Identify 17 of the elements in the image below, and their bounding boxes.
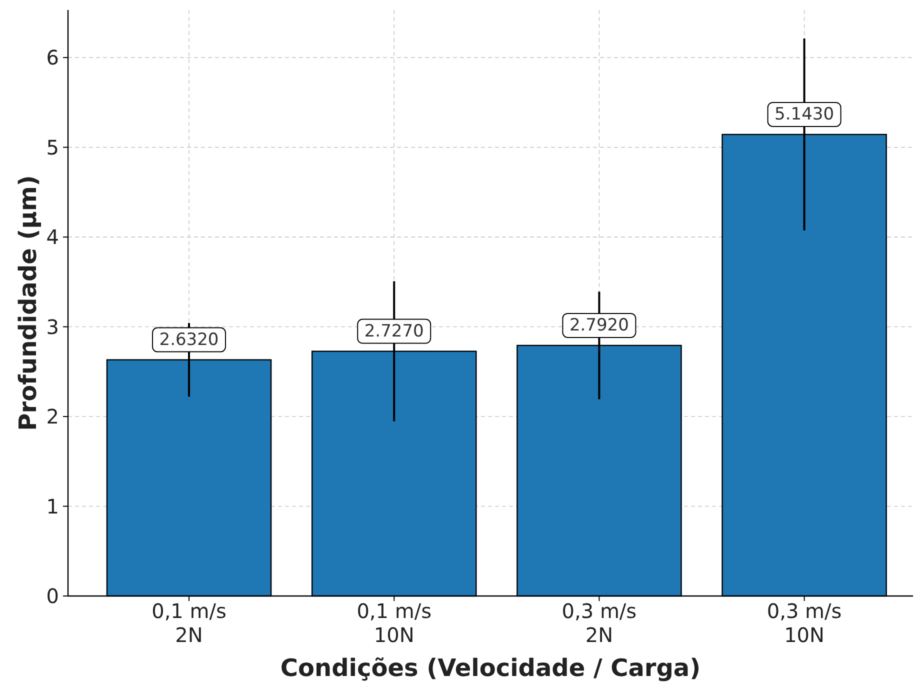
x-tick-label: 0,3 m/s 2N	[562, 599, 637, 647]
x-tick-label: 0,1 m/s 10N	[356, 599, 432, 647]
x-tick-label: 0,1 m/s 2N	[152, 599, 226, 647]
data-label: 2.7270	[364, 321, 424, 342]
y-tick-label: 6	[46, 46, 59, 70]
data-label: 2.6320	[159, 330, 219, 350]
data-label: 5.1430	[774, 104, 834, 124]
y-tick-label: 3	[46, 314, 59, 339]
data-label: 2.7920	[569, 315, 629, 336]
y-tick-label: 4	[46, 225, 59, 250]
y-tick-label: 1	[46, 494, 59, 518]
y-tick-label: 5	[46, 135, 59, 160]
y-axis-title: Profundidade (µm)	[14, 175, 42, 431]
y-tick-label: 2	[46, 404, 59, 429]
y-tick-label: 0	[46, 584, 59, 608]
x-tick-label: 0,3 m/s 10N	[766, 599, 842, 647]
x-axis-title: Condições (Velocidade / Carga)	[280, 654, 701, 682]
